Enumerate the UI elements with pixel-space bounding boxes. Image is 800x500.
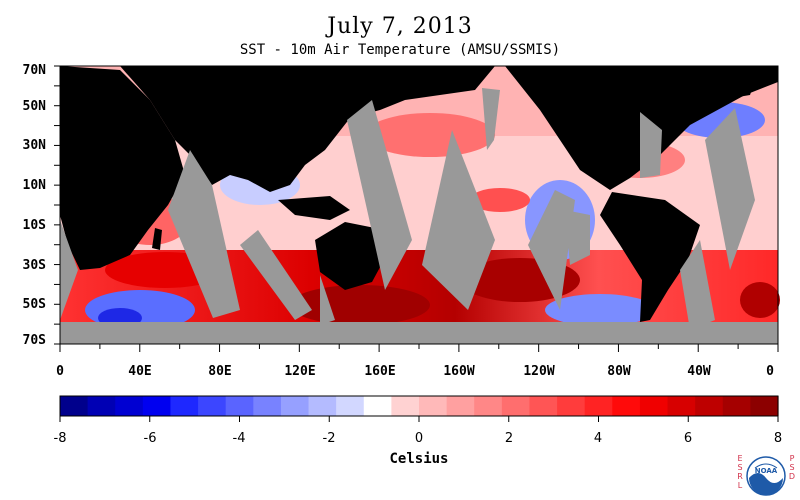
colorbar-cell	[391, 396, 420, 416]
colorbar-cell	[142, 396, 172, 416]
lat-label-10n: 10N	[22, 178, 46, 193]
lat-label-70s: 70S	[22, 333, 46, 348]
colorbar-label-6: 6	[683, 431, 693, 446]
colorbar-cell	[529, 396, 558, 416]
colorbar-cell	[474, 396, 503, 416]
colorbar-cell	[695, 396, 724, 416]
colorbar-cell	[308, 396, 337, 416]
colorbar-cell	[584, 396, 613, 416]
colorbar-label-2: 2	[504, 431, 514, 446]
colorbar-cell	[115, 396, 144, 416]
colorbar-cell	[419, 396, 448, 416]
colorbar-cell	[253, 396, 282, 416]
colorbar-cell	[87, 396, 116, 416]
lat-label-50s: 50S	[22, 297, 46, 312]
noaa-emblem-icon: NOAA	[746, 456, 786, 496]
lon-label-80w: 80W	[607, 364, 631, 379]
sst-anomaly-map	[54, 65, 780, 352]
colorbar-label-neg8: -8	[53, 431, 67, 446]
colorbar-cell	[667, 396, 696, 416]
colorbar-cell	[501, 396, 531, 416]
lon-label-160w: 160W	[443, 364, 475, 379]
colorbar-label-4: 4	[593, 431, 603, 446]
noaa-logo: ESRL NOAA PSD	[732, 454, 798, 500]
noaa-text: NOAA	[755, 467, 778, 475]
lon-label-0-east: 0	[766, 364, 774, 379]
colorbar-cell	[557, 396, 586, 416]
colorbar-cell	[280, 396, 310, 416]
colorbar-label-neg2: -2	[322, 431, 336, 446]
colorbar-cell	[722, 396, 751, 416]
colorbar-cell	[170, 396, 199, 416]
colorbar-cell	[639, 396, 669, 416]
colorbar-cells	[60, 396, 779, 416]
lat-ticks	[54, 65, 60, 345]
no-data-swaths	[60, 88, 778, 344]
lon-ticks	[59, 344, 779, 352]
lon-label-40w: 40W	[687, 364, 711, 379]
colorbar-cell	[363, 396, 392, 416]
map-title: July 7, 2013	[327, 14, 473, 39]
colorbar-frame	[59, 395, 779, 417]
lat-label-30s: 30S	[22, 258, 46, 273]
lat-label-30n: 30N	[22, 138, 46, 153]
colorbar-cell	[446, 396, 475, 416]
lon-label-0-west: 0	[56, 364, 64, 379]
colorbar-label-neg4: -4	[232, 431, 246, 446]
colorbar-cell	[612, 396, 641, 416]
colorbar-cell	[198, 396, 227, 416]
lon-label-120w: 120W	[523, 364, 555, 379]
colorbar-label-neg6: -6	[143, 431, 157, 446]
colorbar-label-0: 0	[414, 431, 424, 446]
colorbar-cell	[336, 396, 365, 416]
lon-label-40e: 40E	[128, 364, 152, 379]
lon-label-160e: 160E	[364, 364, 396, 379]
colorbar-cell	[225, 396, 254, 416]
psd-text: PSD	[788, 454, 796, 481]
colorbar-ticks	[59, 416, 779, 422]
map-subtitle: SST - 10m Air Temperature (AMSU/SSMIS)	[239, 42, 561, 58]
lat-label-50n: 50N	[22, 99, 46, 114]
colorbar	[59, 395, 779, 422]
colorbar-cell	[60, 396, 89, 416]
lon-label-80e: 80E	[208, 364, 232, 379]
colorbar-label-8: 8	[773, 431, 783, 446]
colorbar-unit: Celsius	[389, 451, 449, 467]
lon-label-120e: 120E	[284, 364, 316, 379]
lat-label-70n: 70N	[22, 63, 46, 78]
colorbar-cell	[750, 396, 779, 416]
esrl-text: ESRL	[737, 454, 743, 490]
lat-label-10s: 10S	[22, 218, 46, 233]
